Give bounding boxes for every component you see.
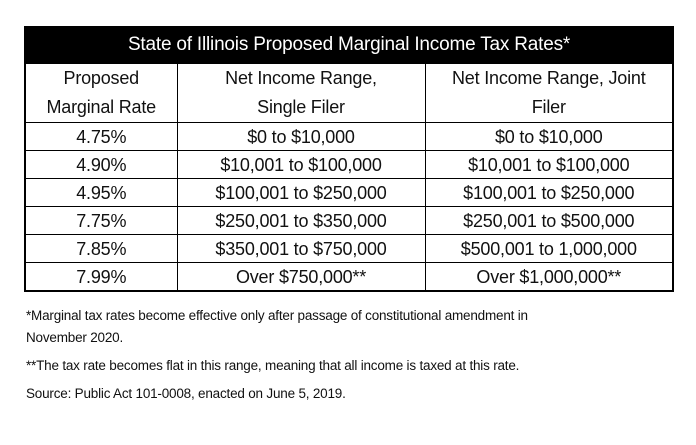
single-range-cell: $350,001 to $750,000 (176, 234, 426, 263)
joint-range-cell: $250,001 to $500,000 (424, 206, 674, 235)
header-joint-line1: Net Income Range, Joint (424, 62, 674, 93)
rate-cell: 7.99% (24, 262, 178, 292)
table-row: 4.90% $10,001 to $100,000 $10,001 to $10… (24, 150, 674, 179)
rate-cell: 4.75% (24, 122, 178, 151)
header-rate-line1: Proposed (24, 62, 178, 93)
single-range-cell: $250,001 to $350,000 (176, 206, 426, 235)
single-range-cell: Over $750,000** (176, 262, 426, 292)
single-range-cell: $100,001 to $250,000 (176, 178, 426, 207)
single-range-cell: $10,001 to $100,000 (176, 150, 426, 179)
table-row: 7.99% Over $750,000** Over $1,000,000** (24, 262, 674, 292)
joint-range-cell: $10,001 to $100,000 (424, 150, 674, 179)
header-row: Marginal Rate Single Filer Filer (24, 93, 674, 123)
single-range-cell: $0 to $10,000 (176, 122, 426, 151)
footnote-flat-rate: **The tax rate becomes flat in this rang… (26, 358, 520, 373)
header-joint-line2: Filer (424, 93, 674, 123)
joint-range-cell: Over $1,000,000** (424, 262, 674, 292)
header-rate-line2: Marginal Rate (24, 93, 178, 123)
tax-rate-table-container: State of Illinois Proposed Marginal Inco… (23, 26, 675, 292)
table-title: State of Illinois Proposed Marginal Inco… (23, 26, 675, 64)
footnote-effective-line2: November 2020. (26, 330, 124, 345)
rate-cell: 7.85% (24, 234, 178, 263)
tax-rate-table: State of Illinois Proposed Marginal Inco… (23, 26, 675, 292)
header-single-line1: Net Income Range, (176, 62, 426, 93)
source-note: Source: Public Act 101-0008, enacted on … (26, 386, 346, 401)
header-row: Proposed Net Income Range, Net Income Ra… (24, 62, 674, 93)
joint-range-cell: $100,001 to $250,000 (424, 178, 674, 207)
joint-range-cell: $500,001 to 1,000,000 (424, 234, 674, 263)
table-row: 7.85% $350,001 to $750,000 $500,001 to 1… (24, 234, 674, 263)
table-row: 4.75% $0 to $10,000 $0 to $10,000 (24, 122, 674, 151)
footnote-effective-line1: *Marginal tax rates become effective onl… (26, 308, 528, 323)
table-row: 7.75% $250,001 to $350,000 $250,001 to $… (24, 206, 674, 235)
rate-cell: 7.75% (24, 206, 178, 235)
rate-cell: 4.95% (24, 178, 178, 207)
rate-cell: 4.90% (24, 150, 178, 179)
table-row: 4.95% $100,001 to $250,000 $100,001 to $… (24, 178, 674, 207)
footnotes: *Marginal tax rates become effective onl… (26, 305, 666, 405)
header-single-line2: Single Filer (176, 93, 426, 123)
joint-range-cell: $0 to $10,000 (424, 122, 674, 151)
